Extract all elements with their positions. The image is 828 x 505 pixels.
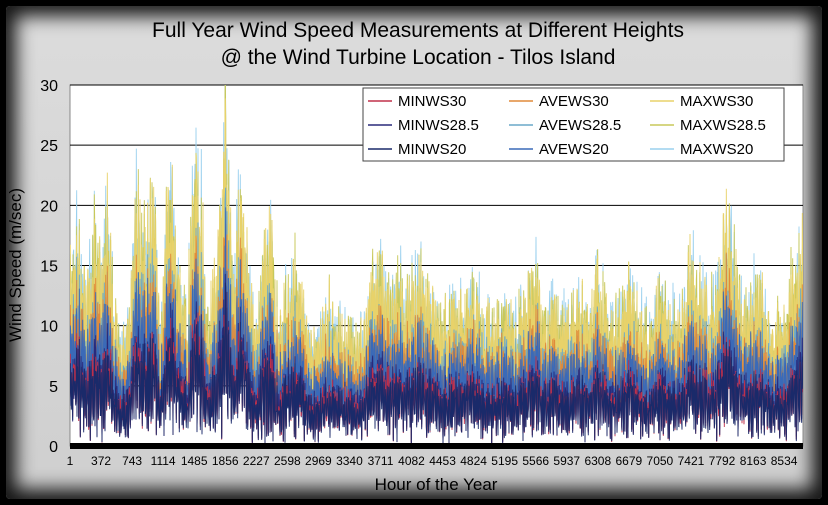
x-tick-label: 4824 — [460, 454, 487, 468]
x-tick-label: 2598 — [274, 454, 301, 468]
x-tick-label: 2227 — [243, 454, 270, 468]
chart-title-line2: @ the Wind Turbine Location - Tilos Isla… — [221, 46, 616, 69]
legend-entry: MINWS30 — [398, 93, 466, 110]
x-tick-label: 1485 — [181, 454, 208, 468]
x-tick-label: 372 — [91, 454, 111, 468]
x-tick-label: 8163 — [740, 454, 767, 468]
x-tick-label: 6308 — [584, 454, 611, 468]
data-traces — [70, 85, 803, 445]
x-tick-label: 743 — [122, 454, 142, 468]
x-tick-label: 3340 — [336, 454, 363, 468]
legend-box — [362, 87, 785, 162]
y-tick-labels: 0 5 10 15 20 25 30 — [40, 78, 58, 456]
x-tick-label: 1 — [67, 454, 74, 468]
x-tick-label: 1114 — [151, 454, 176, 468]
x-axis-label: Hour of the Year — [375, 475, 498, 494]
x-tick-label: 4453 — [429, 454, 456, 468]
x-tick-label: 5195 — [491, 454, 518, 468]
y-tick-label: 15 — [40, 259, 58, 276]
y-tick-label: 5 — [49, 379, 58, 396]
legend-entry: MAXWS30 — [680, 93, 753, 110]
y-tick-label: 10 — [40, 319, 58, 336]
legend-entry: MAXWS20 — [680, 141, 753, 158]
x-tick-label: 7421 — [678, 454, 705, 468]
x-tick-labels: 1 372 743 1114 1485 1856 2227 2598 2969 3340 3711 4… — [67, 454, 798, 468]
series-line-minws20 — [70, 282, 803, 445]
y-tick-label: 20 — [40, 198, 58, 215]
legend: MINWS30 AVEWS30 MAXWS30 MINWS28.5 AVEWS28.5 M… — [362, 87, 785, 162]
y-tick-label: 0 — [49, 439, 58, 456]
x-tick-label: 3711 — [368, 454, 394, 468]
y-axis-label: Wind Speed (m/sec) — [6, 188, 25, 342]
x-tick-label: 5566 — [522, 454, 549, 468]
x-tick-label: 4082 — [398, 454, 425, 468]
x-tick-label: 2969 — [305, 454, 332, 468]
legend-entry: AVEWS28.5 — [539, 117, 621, 134]
y-tick-label: 25 — [40, 138, 58, 155]
x-tick-label: 6679 — [615, 454, 642, 468]
legend-entry: AVEWS20 — [539, 141, 609, 158]
legend-entry: MINWS20 — [398, 141, 466, 158]
x-tick-label: 7050 — [647, 454, 674, 468]
legend-entry: AVEWS30 — [539, 93, 609, 110]
x-tick-label: 8534 — [771, 454, 798, 468]
x-tick-label: 1856 — [212, 454, 239, 468]
chart-title-line1: Full Year Wind Speed Measurements at Dif… — [152, 19, 684, 42]
legend-entry: MAXWS28.5 — [680, 117, 766, 134]
y-tick-label: 30 — [40, 78, 58, 95]
x-tick-label: 7792 — [709, 454, 736, 468]
legend-entry: MINWS28.5 — [398, 117, 479, 134]
x-tick-label: 5937 — [553, 454, 580, 468]
